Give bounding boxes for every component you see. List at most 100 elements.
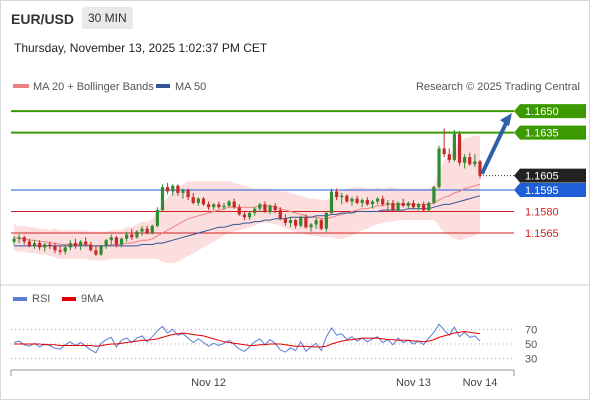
candle-body	[258, 204, 262, 209]
level-label-1-1650: 1.1650	[525, 106, 559, 118]
candle-body	[452, 134, 456, 160]
candle-body	[299, 217, 303, 226]
candle-body	[457, 134, 462, 163]
candle-body	[130, 234, 134, 238]
candle-body	[432, 187, 436, 203]
candle-body	[196, 198, 200, 203]
candle-body	[345, 195, 349, 202]
candle-body	[171, 185, 175, 192]
candle-body	[427, 202, 431, 211]
level-tag-1-1605	[514, 168, 586, 183]
candle-body	[268, 205, 272, 212]
candle-body	[253, 208, 257, 213]
candle-body	[401, 202, 405, 206]
rsi-tick-70: 70	[525, 324, 537, 336]
bollinger-bands	[14, 135, 480, 264]
candle-body	[38, 243, 42, 248]
candle-body	[12, 238, 16, 242]
candle-body	[355, 198, 359, 203]
candle-body	[104, 240, 108, 246]
candle-body	[447, 154, 451, 160]
candlesticks	[12, 128, 482, 256]
symbol-label: EUR/USD	[11, 11, 75, 27]
candle-body	[319, 220, 323, 229]
candle-body	[181, 190, 185, 193]
candle-body	[314, 220, 318, 225]
x-tick-label-nov-14: Nov 14	[463, 377, 498, 389]
candle-body	[176, 185, 180, 193]
candle-body	[350, 198, 354, 202]
candle-body	[145, 228, 149, 234]
candle-body	[288, 220, 293, 223]
candle-body	[68, 243, 72, 248]
candle-body	[309, 224, 313, 228]
ma50-swatch	[156, 84, 170, 88]
candle-body	[89, 244, 93, 251]
candle-body	[212, 204, 216, 208]
candle-body	[73, 243, 78, 246]
candle-body	[94, 250, 98, 255]
price-levels	[11, 110, 514, 234]
candle-body	[473, 161, 477, 165]
interval-badge[interactable]: 30 MIN	[82, 7, 133, 29]
ma50-legend-label: MA 50	[175, 81, 206, 93]
candle-body	[222, 205, 226, 208]
candle-body	[217, 204, 221, 208]
candle-body	[335, 191, 339, 198]
candle-body	[84, 241, 88, 245]
arrow-head	[500, 113, 512, 127]
candle-body	[463, 157, 467, 163]
candle-body	[140, 228, 144, 232]
candle-body	[375, 198, 380, 202]
bollinger-band-fill	[14, 135, 480, 264]
level-label-1-1595: 1.1595	[525, 185, 559, 197]
candle-body	[27, 241, 31, 246]
candle-body	[99, 245, 103, 255]
candle-body	[324, 212, 328, 229]
candle-body	[411, 202, 416, 208]
x-axis: Nov 12 Nov 13 Nov 14	[10, 369, 515, 389]
rsi-ma-legend-label: 9MA	[81, 293, 104, 305]
x-tick-label-nov-13: Nov 13	[396, 377, 431, 389]
candle-body	[135, 231, 139, 238]
candle-body	[58, 250, 62, 252]
candle-body	[396, 202, 400, 211]
candle-body	[155, 210, 159, 226]
legend-main: MA 20 + Bollinger Bands MA 50 Research ©…	[13, 81, 580, 93]
rsi-panel: 70 50 30	[11, 323, 537, 366]
level-label-1-1635: 1.1635	[525, 128, 559, 140]
legend-rsi: RSI 9MA	[13, 293, 104, 305]
level-tag-1-1650	[514, 104, 586, 119]
candle-body	[227, 201, 231, 206]
candle-body	[160, 187, 165, 211]
candle-body	[206, 204, 211, 208]
projection-arrow	[480, 113, 512, 175]
rsi-legend-label: RSI	[32, 293, 50, 305]
candle-body	[365, 200, 369, 205]
x-tick-label-nov-12: Nov 12	[191, 377, 226, 389]
candle-body	[191, 197, 195, 203]
candle-body	[237, 207, 241, 215]
candle-body	[437, 148, 441, 188]
candle-body	[109, 237, 113, 241]
candle-body	[78, 241, 83, 246]
candle-body	[242, 214, 247, 218]
rsi-tick-30: 30	[525, 354, 537, 366]
candle-body	[304, 217, 308, 228]
candle-body	[294, 220, 298, 226]
candle-body	[468, 157, 472, 165]
ma20-legend-label: MA 20 + Bollinger Bands	[33, 81, 154, 93]
copyright: Research © 2025 Trading Central	[416, 81, 580, 93]
rsi-line	[13, 323, 481, 354]
rsi-swatch	[13, 297, 27, 301]
arrow-shaft	[480, 120, 509, 175]
candle-body	[150, 225, 154, 234]
candle-body	[263, 204, 267, 212]
candle-body	[422, 204, 426, 211]
candle-body	[283, 218, 288, 223]
level-label-1-1605: 1.1605	[525, 171, 559, 183]
candle-body	[370, 201, 375, 205]
level-label-1-1565: 1.1565	[525, 228, 559, 240]
candle-body	[478, 161, 482, 176]
